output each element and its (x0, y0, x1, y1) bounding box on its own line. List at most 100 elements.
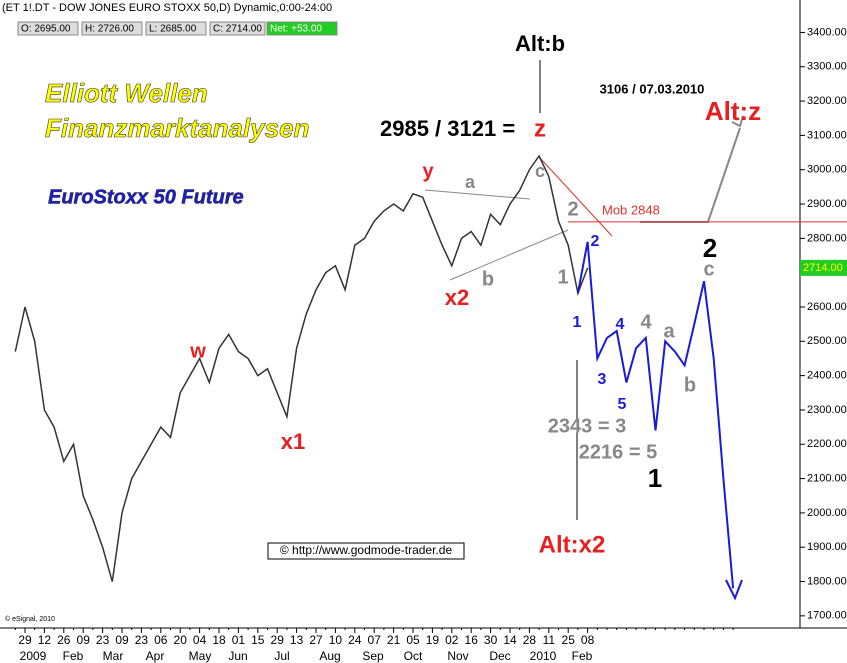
annotation: 2 (567, 198, 578, 220)
month-label: Sep (362, 649, 384, 663)
annotation: w (189, 340, 206, 362)
annotation: 4 (616, 316, 625, 333)
y-tick-label: 2900.00 (807, 198, 847, 210)
annotation: © eSignal, 2010 (5, 615, 55, 623)
month-label: 2009 (20, 649, 47, 663)
y-tick-label: 3200.00 (807, 95, 847, 107)
annotation: Alt:z (705, 96, 761, 126)
annotation: x2 (445, 285, 469, 310)
x-tick-label: 18 (212, 633, 226, 647)
y-tick-label: 2600.00 (807, 301, 847, 313)
x-tick-label: 09 (115, 633, 129, 647)
y-tick-label: 1700.00 (807, 610, 847, 622)
annotation: Alt:b (515, 31, 565, 56)
annotation: a (465, 172, 476, 192)
x-tick-label: 09 (77, 633, 91, 647)
triangle-line (424, 189, 531, 200)
month-label: Feb (572, 649, 593, 663)
x-tick-label: 28 (523, 633, 537, 647)
x-tick-label: 04 (193, 633, 207, 647)
annotation: a (663, 320, 675, 342)
y-tick-label: 2100.00 (807, 472, 847, 484)
annotation: Elliott Wellen (45, 78, 208, 108)
x-tick-label: 30 (484, 633, 498, 647)
month-label: Mar (103, 649, 124, 663)
x-tick-label: 23 (96, 633, 110, 647)
ohlc-box (17, 21, 79, 36)
x-tick-label: 07 (368, 633, 382, 647)
x-tick-label: 12 (38, 633, 52, 647)
annotation: 1 (557, 266, 568, 288)
ohlc-box (81, 21, 143, 36)
y-tick-label: 1800.00 (807, 575, 847, 587)
month-label: 2010 (530, 649, 557, 663)
annotation: 1 (648, 463, 662, 493)
x-tick-label: 08 (581, 633, 595, 647)
series-line (576, 241, 735, 589)
x-tick-label: 13 (290, 633, 304, 647)
month-label: Jul (274, 649, 289, 663)
y-tick-label: 3400.00 (807, 26, 847, 38)
x-tick-label: 20 (174, 633, 188, 647)
x-tick-label: 25 (562, 633, 576, 647)
header: (ET 1!.DT - DOW JONES EURO STOXX 50,D) D… (2, 2, 332, 14)
month-label: Oct (404, 649, 423, 663)
mob-label: Mob 2848 (602, 202, 660, 217)
annotation: 5 (618, 396, 627, 413)
y-tick-label: 2300.00 (807, 404, 847, 416)
x-tick-label: 29 (271, 633, 285, 647)
ohlc-value: L: 2685.00 (149, 24, 197, 35)
month-label: Aug (319, 649, 340, 663)
annotation: Alt:x2 (539, 531, 606, 558)
y-tick-label: 2400.00 (807, 370, 847, 382)
annotation: 4 (640, 311, 652, 333)
y-tick-label: 3100.00 (807, 129, 847, 141)
annotation: c (535, 161, 545, 181)
y-tick-label: 3300.00 (807, 61, 847, 73)
x-tick-label: 16 (465, 633, 479, 647)
annotation: 3 (598, 371, 607, 388)
x-tick-label: 02 (445, 633, 459, 647)
annotation: 3106 / 07.03.2010 (600, 81, 705, 96)
x-tick-label: 15 (251, 633, 265, 647)
annotation: © http://www.godmode-trader.de (280, 543, 453, 557)
month-label: Feb (63, 649, 84, 663)
annotation: x1 (281, 429, 305, 454)
annotation: EuroStoxx 50 Future (48, 186, 244, 208)
x-tick-label: 10 (329, 633, 343, 647)
annotation: y (422, 160, 434, 182)
x-tick-label: 06 (154, 633, 168, 647)
month-label: Jun (228, 649, 247, 663)
ohlc-value: Net: +53.00 (270, 24, 322, 35)
x-tick-label: 26 (57, 633, 71, 647)
trendline (539, 157, 613, 237)
month-label: May (189, 649, 212, 663)
month-label: Dec (489, 649, 510, 663)
last-price-label: 2714.00 (803, 262, 843, 274)
annotation: Finanzmarktanalysen (45, 113, 309, 143)
x-tick-label: 01 (232, 633, 246, 647)
x-tick-label: 29 (18, 633, 32, 647)
credit-box (267, 542, 465, 560)
ohlc-value: H: 2726.00 (85, 24, 134, 35)
ohlc-box (145, 21, 207, 36)
y-tick-label: 2800.00 (807, 232, 847, 244)
annotation: 2 (703, 233, 717, 263)
annotation: b (482, 268, 494, 290)
y-tick-label: 2500.00 (807, 335, 847, 347)
x-tick-label: 21 (387, 633, 401, 647)
y-tick-label: 1900.00 (807, 541, 847, 553)
x-tick-label: 05 (406, 633, 420, 647)
last-price-tag (800, 259, 847, 276)
x-tick-label: 27 (309, 633, 323, 647)
annotation: 2 (591, 233, 600, 250)
ohlc-box (266, 21, 338, 36)
y-tick-label: 2000.00 (807, 507, 847, 519)
triangle-line (449, 229, 569, 281)
annotation: 2343 = 3 (548, 415, 626, 437)
y-tick-label: 2200.00 (807, 438, 847, 450)
annotation: 2216 = 5 (579, 441, 657, 463)
series-line (14, 154, 589, 582)
x-tick-label: 14 (503, 633, 517, 647)
month-label: Apr (146, 649, 165, 663)
